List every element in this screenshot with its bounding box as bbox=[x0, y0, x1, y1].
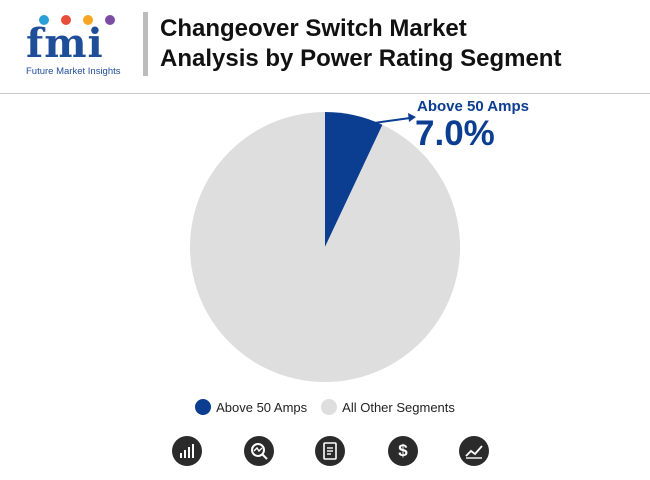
callout-label: Above 50 Amps bbox=[417, 98, 529, 115]
report-document-icon[interactable] bbox=[315, 436, 345, 466]
callout-arrowhead bbox=[408, 113, 416, 122]
legend-swatch-all-other-segments bbox=[321, 399, 338, 415]
header-rule bbox=[0, 93, 650, 94]
legend-item-all-other-segments: All Other Segments bbox=[321, 399, 455, 415]
legend-item-above-50-amps: Above 50 Amps bbox=[195, 399, 307, 415]
logo-people-icon bbox=[39, 15, 115, 25]
dollar-icon[interactable]: $ bbox=[388, 436, 418, 466]
callout-leader-line bbox=[366, 117, 411, 125]
pie-chart bbox=[189, 112, 460, 383]
fmi-logo[interactable]: fmi Future Market Insights bbox=[22, 10, 134, 78]
callout-value: 7.0% bbox=[415, 114, 495, 153]
legend-label-above-50-amps: Above 50 Amps bbox=[216, 399, 308, 415]
footer-icons: $ bbox=[0, 436, 650, 470]
legend: Above 50 Amps All Other Segments bbox=[0, 396, 650, 418]
pie-slice-all-other-segments bbox=[189, 112, 460, 383]
magnifier-chart-icon[interactable] bbox=[244, 436, 274, 466]
line-trend-icon[interactable] bbox=[459, 436, 489, 466]
title-line-1: Changeover Switch Market bbox=[160, 15, 467, 42]
header: fmi Future Market Insights Changeover Sw… bbox=[0, 0, 650, 94]
pie-slice-above-50-amps bbox=[325, 112, 383, 247]
title-divider bbox=[143, 12, 148, 76]
legend-swatch-above-50-amps bbox=[195, 399, 212, 415]
logo-letters: fmi bbox=[26, 20, 104, 67]
bar-growth-icon[interactable] bbox=[172, 436, 202, 466]
logo-caption: Future Market Insights bbox=[26, 66, 121, 77]
legend-label-all-other-segments: All Other Segments bbox=[342, 399, 455, 415]
page-title: Changeover Switch Market Analysis by Pow… bbox=[160, 14, 561, 74]
title-line-2: Analysis by Power Rating Segment bbox=[160, 45, 562, 72]
